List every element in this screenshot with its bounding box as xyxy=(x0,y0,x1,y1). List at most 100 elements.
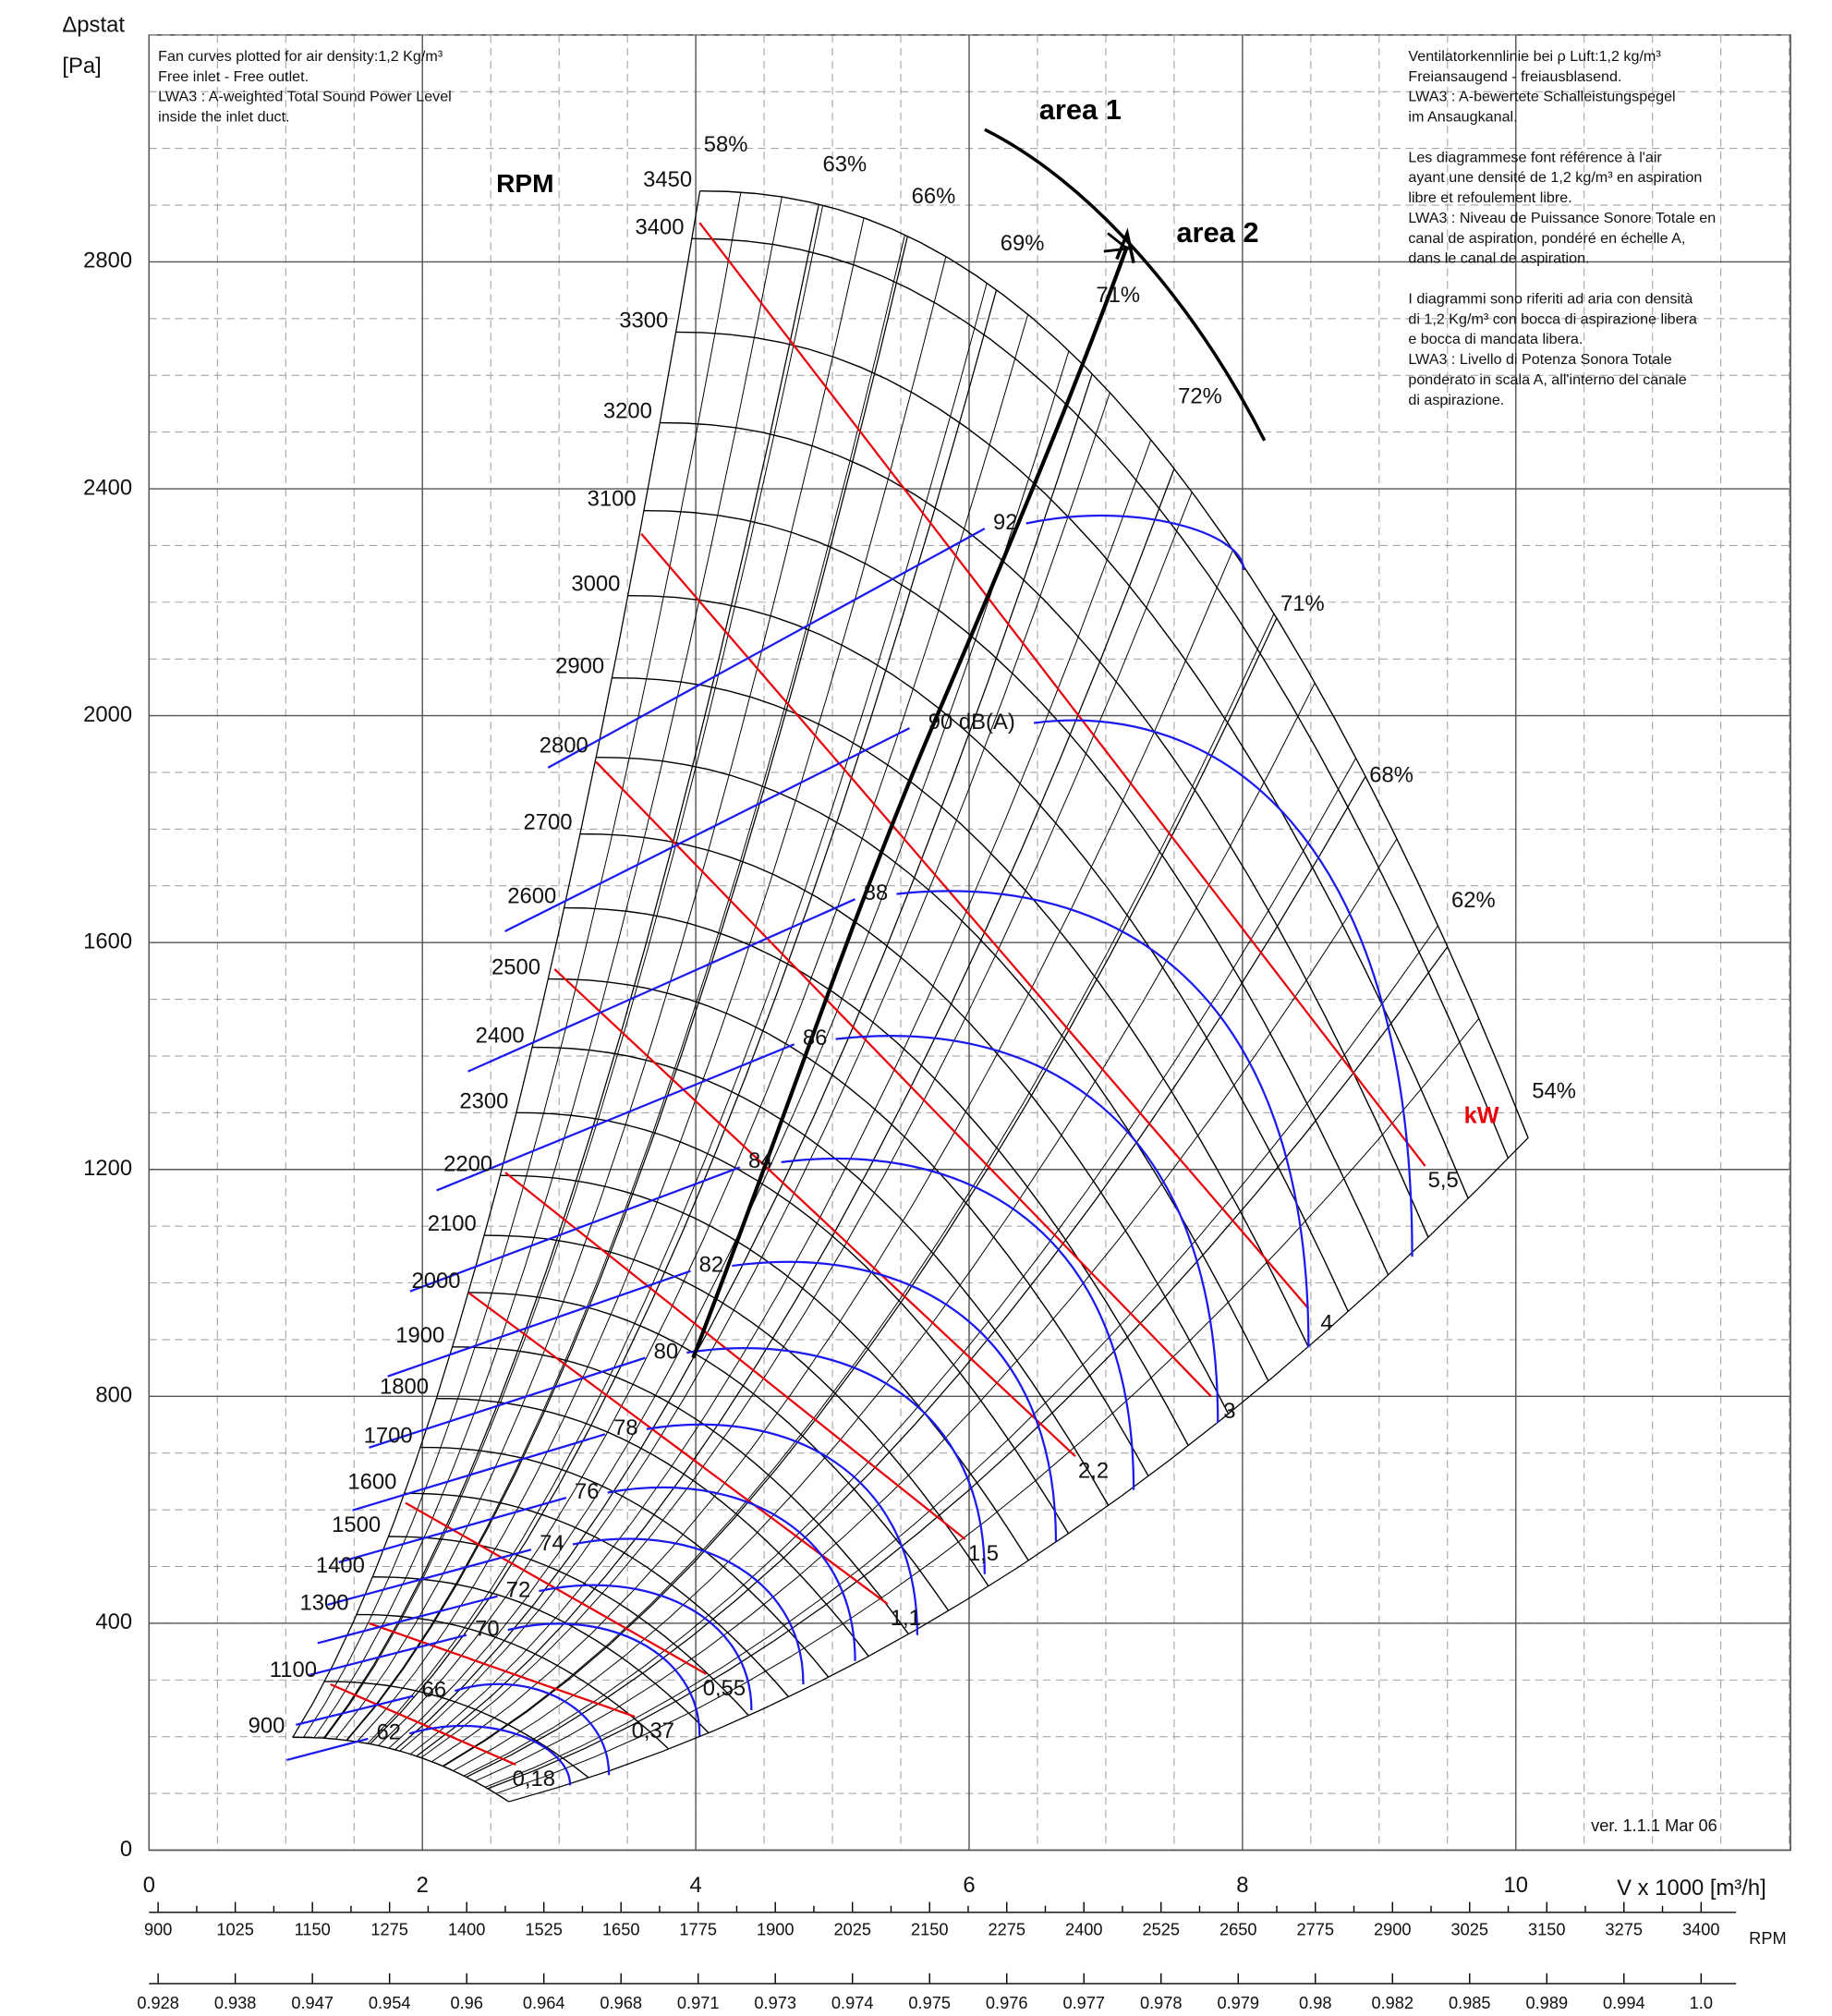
efficiency-label: 72% xyxy=(1178,383,1222,408)
keta-scale-label: 0.974 xyxy=(831,1993,874,2012)
rpm-scale-label: 1525 xyxy=(525,1919,563,1938)
sound-line xyxy=(286,1724,572,1786)
system-curve xyxy=(367,283,988,1744)
rpm-curve xyxy=(500,1174,1029,1561)
efficiency-label: 71% xyxy=(1096,283,1140,308)
x-tick-label: 0 xyxy=(143,1873,155,1898)
rpm-scale-label: 3275 xyxy=(1606,1919,1644,1938)
sound-label: 90 dB(A) xyxy=(928,710,1015,735)
note: Freiansaugend - freiausblasend. xyxy=(1408,68,1621,85)
efficiency-line xyxy=(466,775,1366,1778)
sound-line xyxy=(338,1486,856,1661)
keta-scale-label: 0.928 xyxy=(137,1993,179,2012)
rpm-curve-label: 2500 xyxy=(491,955,540,980)
power-label: 0,55 xyxy=(703,1676,746,1701)
rpm-curve xyxy=(292,1736,510,1803)
rpm-curve-label: 3100 xyxy=(588,487,637,512)
sound-line xyxy=(317,1584,753,1711)
rpm-curve xyxy=(579,832,1230,1415)
sound-label: 66 xyxy=(422,1677,447,1702)
rpm-curve xyxy=(484,1234,989,1587)
rpm-curve-label: 2000 xyxy=(412,1269,461,1293)
system-curve xyxy=(357,256,947,1743)
note: di aspirazione. xyxy=(1408,392,1504,408)
note: Ventilatorkennlinie bei ρ Luft:1,2 kg/m³ xyxy=(1408,48,1661,65)
note: LWA3 : Livello di Potenza Sonora Totale xyxy=(1408,351,1671,368)
rpm-curve-label: 3000 xyxy=(571,572,620,597)
efficiency-label: 62% xyxy=(1451,888,1496,913)
keta-scale-label: 1.0 xyxy=(1690,1993,1713,2012)
efficiency-label: 66% xyxy=(912,184,956,209)
x-tick-label: 8 xyxy=(1236,1873,1248,1898)
rpm-curve-label: 3450 xyxy=(643,167,692,192)
sound-label: 62 xyxy=(377,1720,402,1745)
system-curve xyxy=(378,314,1029,1746)
power-line xyxy=(640,533,1310,1310)
keta-scale-label: 0.979 xyxy=(1217,1993,1259,2012)
y-tick-label: 0 xyxy=(120,1837,132,1862)
rpm-curve-label: 2700 xyxy=(524,810,573,835)
rpm-scale-label: 2650 xyxy=(1219,1919,1257,1938)
power-label: 1,1 xyxy=(891,1606,921,1631)
rpm-scale-label: 1775 xyxy=(679,1919,717,1938)
rpm-scale-label: 900 xyxy=(144,1919,172,1938)
system-curve xyxy=(420,492,1193,1758)
power-line xyxy=(330,1682,516,1766)
keta-scale-label: 0.975 xyxy=(908,1993,951,2012)
rpm-curve xyxy=(644,509,1389,1276)
rpm-curve xyxy=(404,1492,790,1698)
power-line xyxy=(369,1622,636,1718)
rpm-curve xyxy=(612,676,1309,1348)
system-curve xyxy=(474,838,1398,1782)
sound-line xyxy=(296,1682,611,1776)
power-label: 2,2 xyxy=(1078,1458,1109,1483)
sound-line xyxy=(547,514,1245,769)
rpm-curve-label: 1700 xyxy=(364,1424,413,1449)
sound-label: 70 xyxy=(475,1616,500,1641)
note: ponderato in scala A, all'interno del ca… xyxy=(1408,371,1686,388)
operating-limit-curve xyxy=(691,245,1130,1359)
keta-scale-label: 0.973 xyxy=(754,1993,796,2012)
keta-scale-label: 0.989 xyxy=(1525,1993,1568,2012)
sound-label: 76 xyxy=(575,1479,600,1504)
efficiency-line xyxy=(508,1137,1529,1803)
area-boundary xyxy=(984,128,1267,442)
sound-label: 92 xyxy=(993,510,1018,535)
power-line xyxy=(553,968,1076,1458)
power-label: 1,5 xyxy=(968,1541,999,1566)
efficiency-line xyxy=(487,946,1449,1790)
rpm-curve xyxy=(452,1346,909,1635)
version: ver. 1.1.1 Mar 06 xyxy=(1591,1816,1717,1835)
sound-label: 84 xyxy=(748,1148,773,1173)
rpm-scale-label: 1650 xyxy=(602,1919,640,1938)
x-tick-label: 2 xyxy=(417,1873,429,1898)
rpm-scale-label: 2775 xyxy=(1296,1919,1334,1938)
rpm-scale-label: 1025 xyxy=(216,1919,254,1938)
y-tick-label: 2000 xyxy=(83,702,132,727)
power-label: 0,37 xyxy=(632,1718,674,1743)
note: I diagrammi sono riferiti ad aria con de… xyxy=(1408,290,1692,307)
curves xyxy=(286,189,1529,1803)
rpm-curve xyxy=(532,1046,1110,1506)
y-axis-label: Δpstat xyxy=(62,12,125,37)
power-unit-label: kW xyxy=(1464,1102,1499,1128)
system-curve xyxy=(399,392,1110,1752)
rpm-curve-label: 1900 xyxy=(395,1323,444,1348)
rpm-curve-label: 2200 xyxy=(443,1151,492,1176)
area-label: area 2 xyxy=(1176,216,1258,249)
rpm-curve xyxy=(660,421,1429,1238)
rpm-scale-label: 1400 xyxy=(448,1919,486,1938)
rpm-label: RPM xyxy=(496,169,553,198)
note: ayant une densité de 1,2 kg/m³ en aspira… xyxy=(1408,169,1702,186)
sound-line xyxy=(467,890,1310,1348)
rpm-curve-label: 2600 xyxy=(507,884,556,909)
sound-label: 80 xyxy=(654,1339,679,1364)
system-curve xyxy=(442,613,1275,1767)
system-curve xyxy=(463,758,1357,1777)
rpm-scale-label: 2025 xyxy=(833,1919,871,1938)
power-line xyxy=(698,222,1426,1167)
y-tick-label: 2400 xyxy=(83,475,132,500)
rpm-curve-label: 2100 xyxy=(428,1211,477,1236)
note: LWA3 : A-weighted Total Sound Power Leve… xyxy=(158,89,452,105)
rpm-curve xyxy=(564,906,1189,1446)
